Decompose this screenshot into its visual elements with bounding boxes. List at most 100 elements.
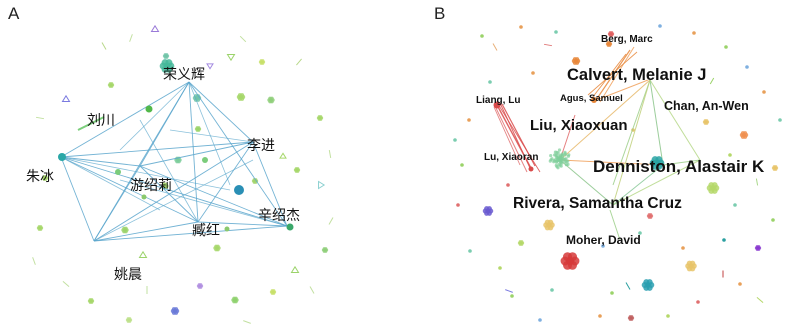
node-green-4 xyxy=(224,226,230,232)
scatter-b-dot-15 xyxy=(696,300,700,304)
panel-b: B Berg, Marc Calvert, Melanie J Liang, L… xyxy=(434,4,782,322)
scatter-b-dot-19 xyxy=(762,90,766,94)
scatter-b-dot-30 xyxy=(681,246,685,250)
scatter-a-12 xyxy=(87,298,95,304)
scatter-b-dash-7 xyxy=(756,297,764,303)
node-label-xin: 辛绍杰 xyxy=(258,208,300,224)
node-b-dot-4 xyxy=(517,240,525,246)
node-green-2 xyxy=(115,169,121,175)
scatter-b-dot-7 xyxy=(456,203,460,207)
edge-b-2 xyxy=(494,105,528,173)
edge-liuchuan-link xyxy=(77,116,105,131)
edge-a-extra-1 xyxy=(188,81,231,186)
edge-b-21 xyxy=(612,79,651,206)
panel-a-scatter-glyphs xyxy=(32,24,334,324)
scatter-b-dot-10 xyxy=(498,266,502,270)
scatter-a-13 xyxy=(316,115,324,121)
panel-b-edges xyxy=(493,46,701,241)
panel-a-letter: A xyxy=(8,4,20,23)
scatter-a-33 xyxy=(239,35,247,43)
node-xin xyxy=(286,223,294,231)
node-b-teal xyxy=(641,279,655,291)
node-zhubing xyxy=(58,153,66,161)
scatter-b-dot-14 xyxy=(666,314,670,318)
edge-b-9 xyxy=(587,51,638,96)
edge-a-extra-2 xyxy=(60,156,231,191)
edge-a-extra-3 xyxy=(60,156,161,211)
scatter-b-dot-23 xyxy=(722,238,726,242)
edge-b-18 xyxy=(612,164,664,206)
node-b-violet xyxy=(754,245,762,251)
node-label-rong: 荣义辉 xyxy=(163,67,205,83)
node-label-rivera: Rivera, Samantha Cruz xyxy=(513,195,682,212)
node-rivera-side xyxy=(706,182,720,194)
node-label-chan: Chan, An-Wen xyxy=(664,99,749,113)
node-liux-cluster xyxy=(548,148,571,170)
scatter-a-39 xyxy=(62,281,70,287)
scatter-a-7 xyxy=(231,296,239,304)
scatter-a-35 xyxy=(35,116,45,120)
node-lux xyxy=(528,166,534,172)
node-b-orange-r xyxy=(739,131,749,139)
node-label-you: 游绍莉 xyxy=(130,178,172,194)
panel-a: A 荣义辉 刘川 李进 朱冰 游绍莉 辛绍杰 臧红 姚晨 xyxy=(8,4,334,324)
scatter-a-28 xyxy=(138,250,148,258)
scatter-b-dot-33 xyxy=(467,118,471,122)
scatter-a-20 xyxy=(194,126,202,132)
panel-a-nodes xyxy=(58,59,294,232)
scatter-b-dot-25 xyxy=(601,244,605,248)
scatter-b-dot-31 xyxy=(610,291,614,295)
edge-b-4 xyxy=(493,106,521,166)
scatter-b-dot-6 xyxy=(453,138,457,142)
edge-b-12 xyxy=(559,79,651,161)
node-b-dot-2 xyxy=(771,165,779,171)
edge-xin-yao xyxy=(93,225,288,242)
scatter-b-dot-28 xyxy=(531,71,535,75)
scatter-b-dot-17 xyxy=(771,218,775,222)
scatter-a-6 xyxy=(213,244,221,252)
scatter-b-dot-32 xyxy=(550,288,554,292)
node-berg xyxy=(571,57,581,65)
scatter-b-dot-12 xyxy=(538,318,542,322)
edge-b-10 xyxy=(593,79,649,102)
edge-b-15 xyxy=(649,79,664,166)
edge-zhubing-yao xyxy=(60,156,95,242)
scatter-b-dot-18 xyxy=(778,118,782,122)
node-rong xyxy=(159,59,175,73)
edge-you-lijin xyxy=(139,141,254,167)
scatter-b-dash-6 xyxy=(505,289,513,293)
edge-rong-lijin xyxy=(188,81,254,143)
scatter-a-18 xyxy=(107,82,115,88)
edge-lijin-yao xyxy=(93,141,254,242)
scatter-a-32 xyxy=(129,34,133,42)
node-lijin-small xyxy=(234,185,244,195)
scatter-b-dot-5 xyxy=(724,45,728,49)
scatter-a-30 xyxy=(206,63,214,70)
node-label-liux: Liu, Xiaoxuan xyxy=(530,117,628,134)
node-b-dot-1 xyxy=(627,315,635,321)
node-green-5 xyxy=(141,194,147,200)
node-b-yellow-1 xyxy=(543,219,555,231)
scatter-b-dash-0 xyxy=(492,43,498,51)
scatter-a-5 xyxy=(121,226,129,234)
node-label-zhubing: 朱冰 xyxy=(26,169,54,185)
scatter-a-37 xyxy=(32,257,36,265)
scatter-b-dot-1 xyxy=(519,25,523,29)
edge-b-20 xyxy=(559,159,664,166)
node-denniston xyxy=(649,156,665,170)
edge-a-extra-5 xyxy=(119,179,288,227)
node-b-red-small xyxy=(607,31,615,37)
edge-a-extra-0 xyxy=(119,81,190,151)
panel-a-edges xyxy=(60,81,288,242)
node-green-3 xyxy=(202,157,208,163)
scatter-a-31 xyxy=(101,42,107,50)
scatter-a-11 xyxy=(269,289,277,295)
panel-a-labels: 荣义辉 刘川 李进 朱冰 游绍莉 辛绍杰 臧红 姚晨 xyxy=(26,67,300,283)
scatter-b-dash-1 xyxy=(543,43,553,47)
node-label-berg: Berg, Marc xyxy=(601,34,653,45)
scatter-b-dot-21 xyxy=(506,183,510,187)
panel-b-scatter-glyphs xyxy=(453,24,782,322)
edge-a-extra-6 xyxy=(139,119,199,223)
node-agus xyxy=(591,97,597,103)
scatter-a-26 xyxy=(318,180,326,190)
